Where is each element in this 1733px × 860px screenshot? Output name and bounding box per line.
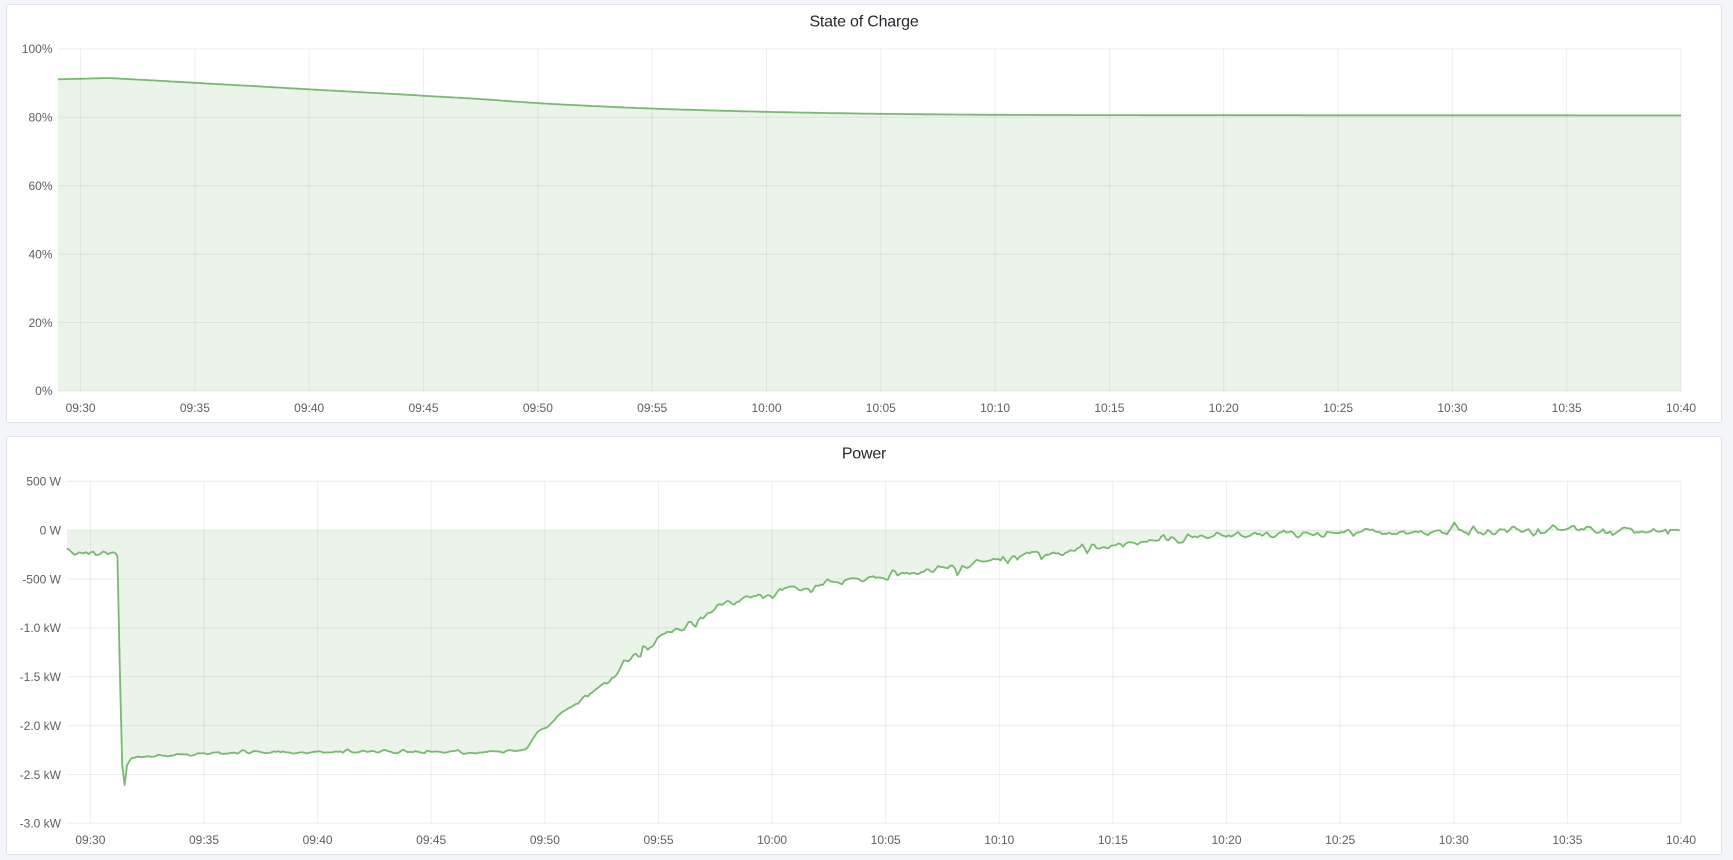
svg-text:-2.0 kW: -2.0 kW — [20, 719, 62, 733]
svg-text:-3.0 kW: -3.0 kW — [20, 817, 62, 831]
svg-text:-500 W: -500 W — [22, 572, 61, 586]
svg-text:10:40: 10:40 — [1666, 833, 1696, 847]
svg-text:09:50: 09:50 — [530, 833, 560, 847]
svg-text:10:05: 10:05 — [871, 833, 901, 847]
svg-text:10:30: 10:30 — [1437, 401, 1467, 415]
svg-text:10:35: 10:35 — [1552, 401, 1582, 415]
svg-text:10:25: 10:25 — [1325, 833, 1355, 847]
svg-text:10:30: 10:30 — [1439, 833, 1469, 847]
svg-text:10:25: 10:25 — [1323, 401, 1353, 415]
svg-text:0 W: 0 W — [40, 524, 62, 538]
svg-text:10:15: 10:15 — [1094, 401, 1124, 415]
svg-text:10:20: 10:20 — [1209, 401, 1239, 415]
svg-text:09:35: 09:35 — [180, 401, 210, 415]
svg-text:-1.5 kW: -1.5 kW — [20, 670, 62, 684]
svg-text:10:10: 10:10 — [980, 401, 1010, 415]
svg-text:100%: 100% — [22, 42, 53, 56]
svg-text:60%: 60% — [28, 179, 52, 193]
svg-text:-2.5 kW: -2.5 kW — [20, 768, 62, 782]
svg-text:500 W: 500 W — [26, 475, 61, 489]
svg-text:10:35: 10:35 — [1552, 833, 1582, 847]
svg-text:09:45: 09:45 — [416, 833, 446, 847]
svg-text:10:05: 10:05 — [866, 401, 896, 415]
svg-text:State of Charge: State of Charge — [809, 14, 918, 31]
svg-text:-1.0 kW: -1.0 kW — [20, 621, 62, 635]
svg-text:10:00: 10:00 — [751, 401, 781, 415]
svg-text:09:30: 09:30 — [66, 401, 96, 415]
svg-text:80%: 80% — [28, 111, 52, 125]
svg-text:20%: 20% — [28, 316, 52, 330]
svg-text:09:40: 09:40 — [303, 833, 333, 847]
svg-text:09:35: 09:35 — [189, 833, 219, 847]
svg-text:10:20: 10:20 — [1211, 833, 1241, 847]
svg-text:09:50: 09:50 — [523, 401, 553, 415]
svg-text:10:10: 10:10 — [984, 833, 1014, 847]
svg-text:09:55: 09:55 — [637, 401, 667, 415]
svg-text:09:45: 09:45 — [408, 401, 438, 415]
svg-text:10:15: 10:15 — [1098, 833, 1128, 847]
svg-text:10:40: 10:40 — [1666, 401, 1696, 415]
svg-text:10:00: 10:00 — [757, 833, 787, 847]
svg-text:40%: 40% — [28, 247, 52, 261]
svg-text:09:55: 09:55 — [643, 833, 673, 847]
svg-text:Power: Power — [842, 446, 887, 463]
svg-text:09:30: 09:30 — [75, 833, 105, 847]
svg-text:09:40: 09:40 — [294, 401, 324, 415]
svg-text:0%: 0% — [35, 384, 53, 398]
